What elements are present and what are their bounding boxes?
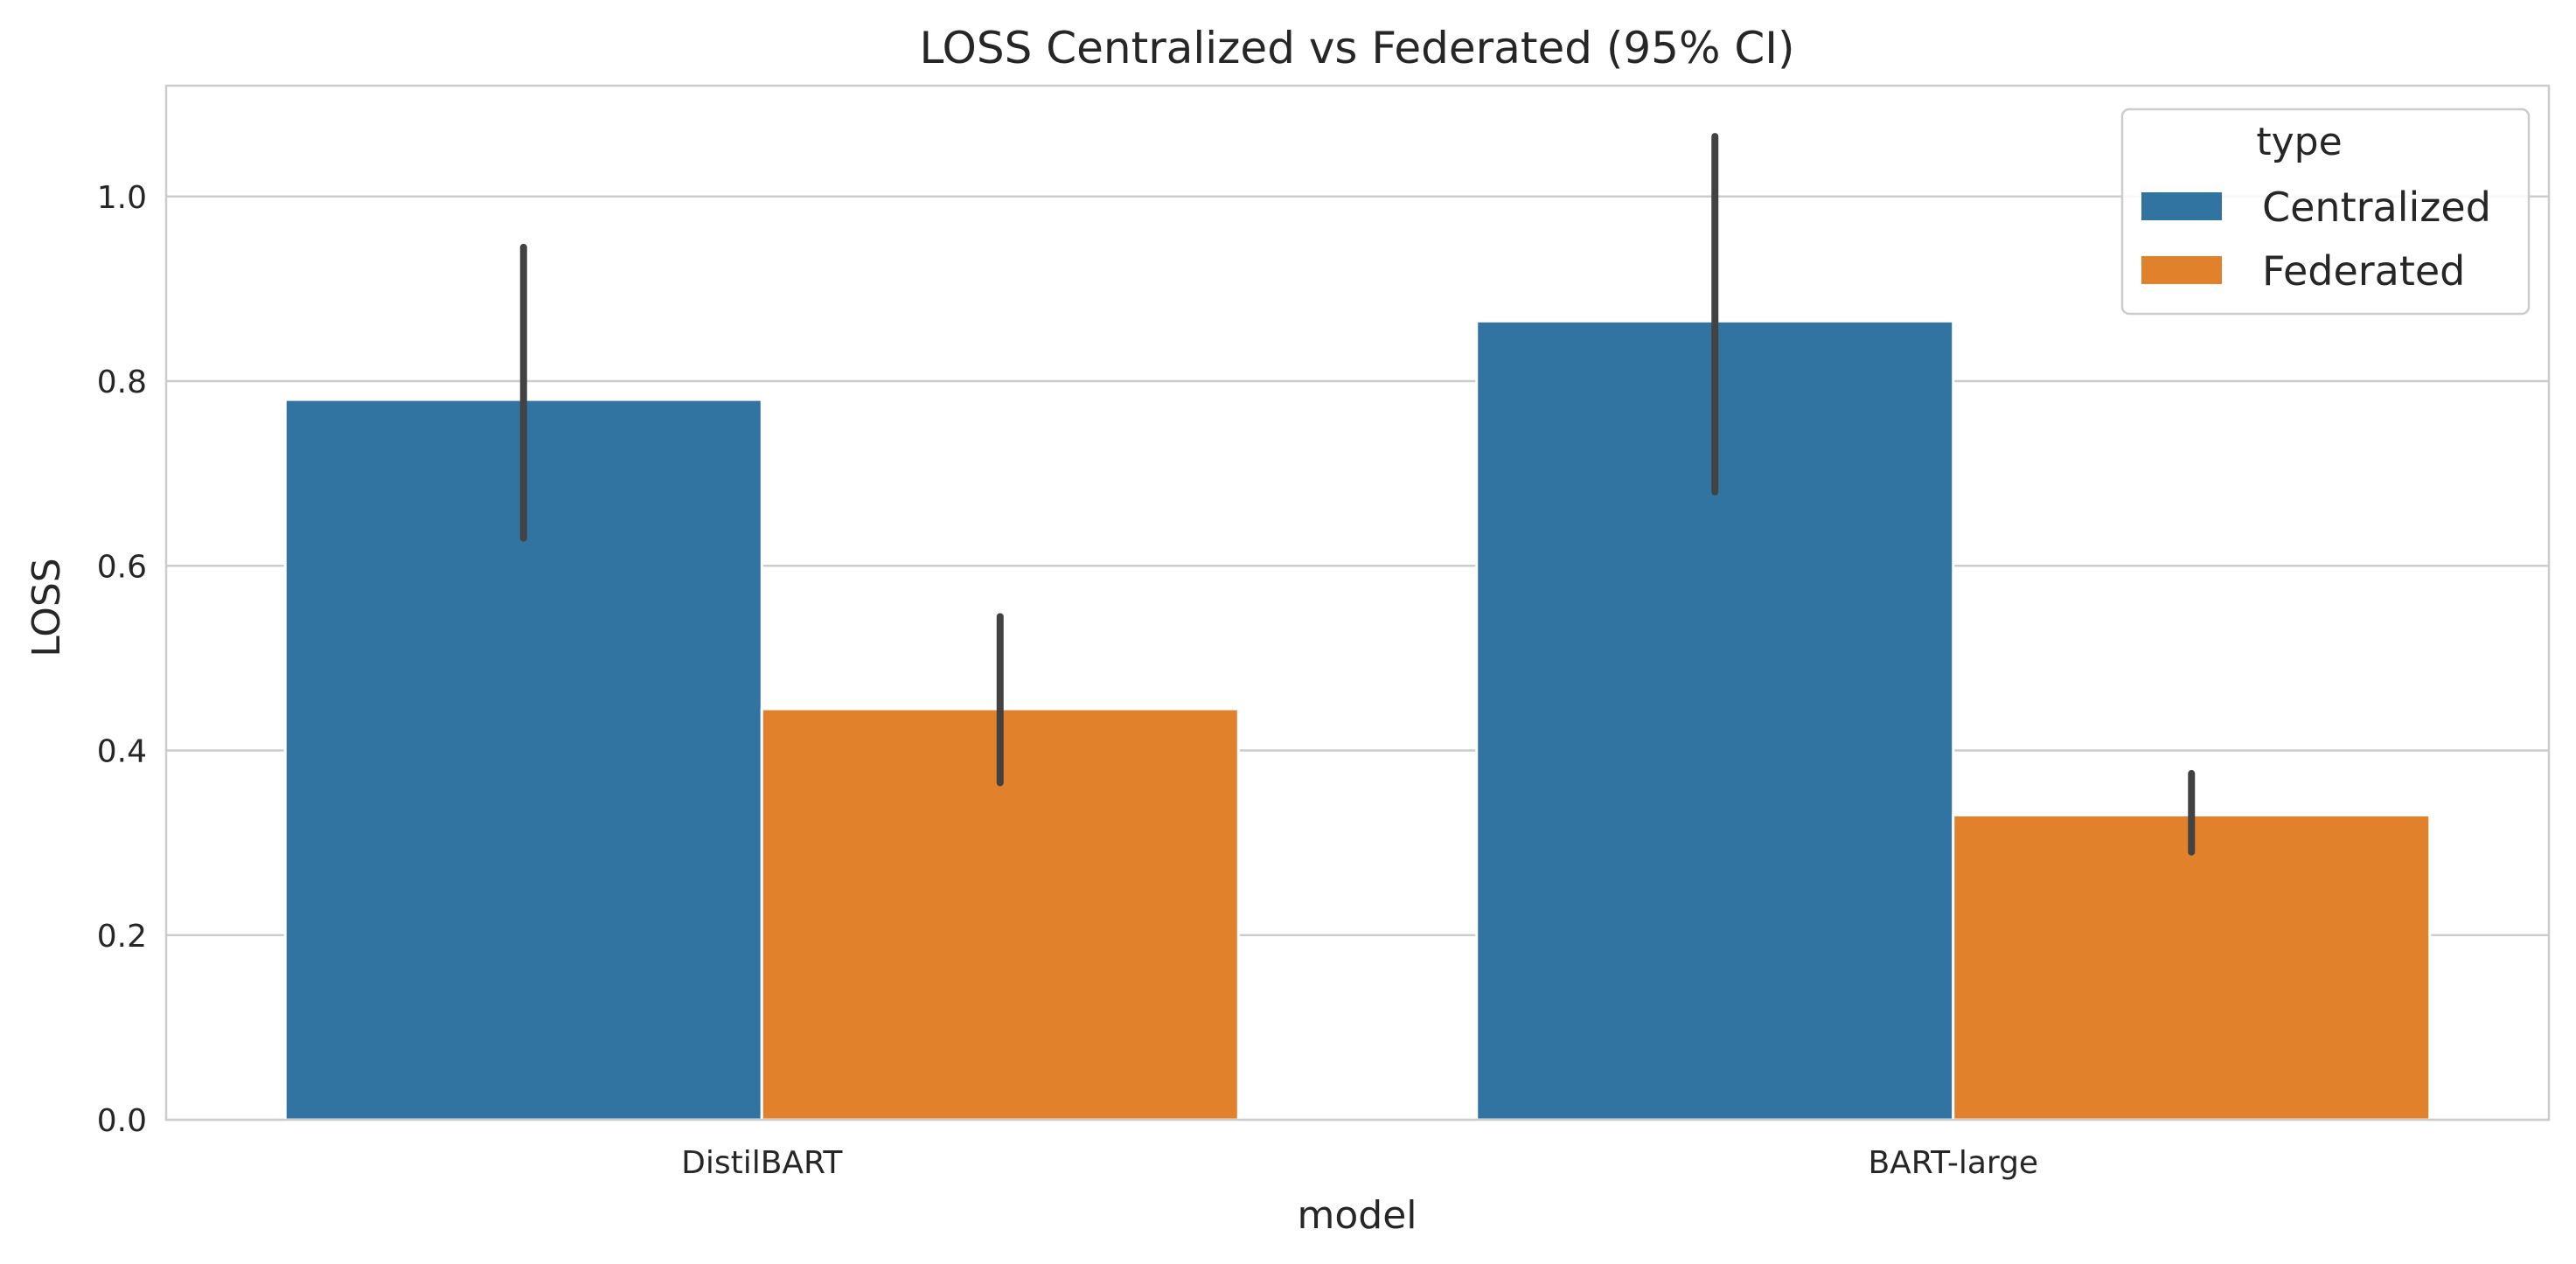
- y-tick-label: 0.8: [97, 365, 147, 400]
- error-bars: [519, 133, 2196, 856]
- y-tick-label: 0.4: [97, 734, 147, 770]
- legend-label-centralized: Centralized: [2262, 184, 2491, 231]
- legend-swatch-centralized: [2141, 192, 2222, 220]
- y-tick-label: 0.6: [97, 549, 147, 585]
- legend-title: type: [2256, 120, 2342, 164]
- legend-box: [2120, 108, 2531, 316]
- y-tick-label: 0.0: [97, 1103, 147, 1139]
- y-ticks: 0.0 0.2 0.4 0.6 0.8 1.0: [97, 180, 147, 1139]
- bars: [283, 319, 2432, 1122]
- legend-label-federated: Federated: [2262, 247, 2465, 295]
- y-tick-label: 0.2: [97, 919, 147, 955]
- legend-swatch-federated: [2141, 256, 2222, 284]
- bar-federated-bart-large: [1952, 813, 2432, 1122]
- plot-frame: [164, 84, 2551, 1122]
- y-tick-label: 1.0: [97, 180, 147, 216]
- legend: type Centralized Federated: [2120, 108, 2531, 316]
- y-axis-label: LOSS: [24, 558, 69, 656]
- chart-title: LOSS Centralized vs Federated (95% CI): [919, 23, 1794, 73]
- x-tick-label: DistilBART: [681, 1145, 843, 1181]
- x-axis-label: model: [1297, 1193, 1417, 1238]
- x-tick-label: BART-large: [1868, 1145, 2038, 1181]
- x-ticks: DistilBART BART-large: [681, 1145, 2038, 1181]
